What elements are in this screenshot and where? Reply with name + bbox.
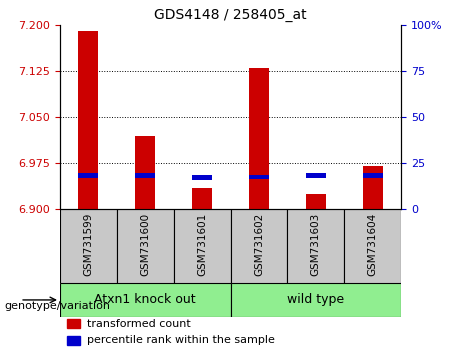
Text: percentile rank within the sample: percentile rank within the sample bbox=[87, 335, 275, 345]
Text: GSM731601: GSM731601 bbox=[197, 213, 207, 276]
Bar bbox=[363, 166, 383, 209]
Bar bbox=[306, 194, 326, 209]
Text: Atxn1 knock out: Atxn1 knock out bbox=[95, 293, 196, 307]
Bar bbox=[67, 336, 80, 344]
Bar bbox=[78, 31, 98, 209]
Bar bbox=[363, 173, 383, 178]
Bar bbox=[249, 175, 269, 179]
Text: GSM731603: GSM731603 bbox=[311, 213, 321, 276]
Bar bbox=[60, 209, 117, 283]
Text: GSM731604: GSM731604 bbox=[367, 213, 378, 276]
Bar bbox=[192, 188, 212, 209]
Bar bbox=[230, 209, 287, 283]
Bar bbox=[192, 175, 212, 179]
Text: GSM731602: GSM731602 bbox=[254, 213, 264, 276]
Text: GSM731600: GSM731600 bbox=[140, 213, 150, 276]
Bar bbox=[135, 136, 155, 209]
Bar bbox=[78, 173, 98, 178]
Bar bbox=[306, 173, 326, 178]
Bar bbox=[249, 68, 269, 209]
Bar bbox=[287, 209, 344, 283]
Text: genotype/variation: genotype/variation bbox=[5, 301, 111, 311]
Bar bbox=[67, 319, 80, 328]
Text: wild type: wild type bbox=[287, 293, 344, 307]
Bar bbox=[344, 209, 401, 283]
Bar bbox=[135, 173, 155, 178]
Title: GDS4148 / 258405_at: GDS4148 / 258405_at bbox=[154, 8, 307, 22]
Text: GSM731599: GSM731599 bbox=[83, 213, 94, 276]
Bar bbox=[174, 209, 230, 283]
Bar bbox=[60, 283, 230, 317]
Bar bbox=[230, 283, 401, 317]
Bar bbox=[117, 209, 174, 283]
Text: transformed count: transformed count bbox=[87, 319, 191, 329]
